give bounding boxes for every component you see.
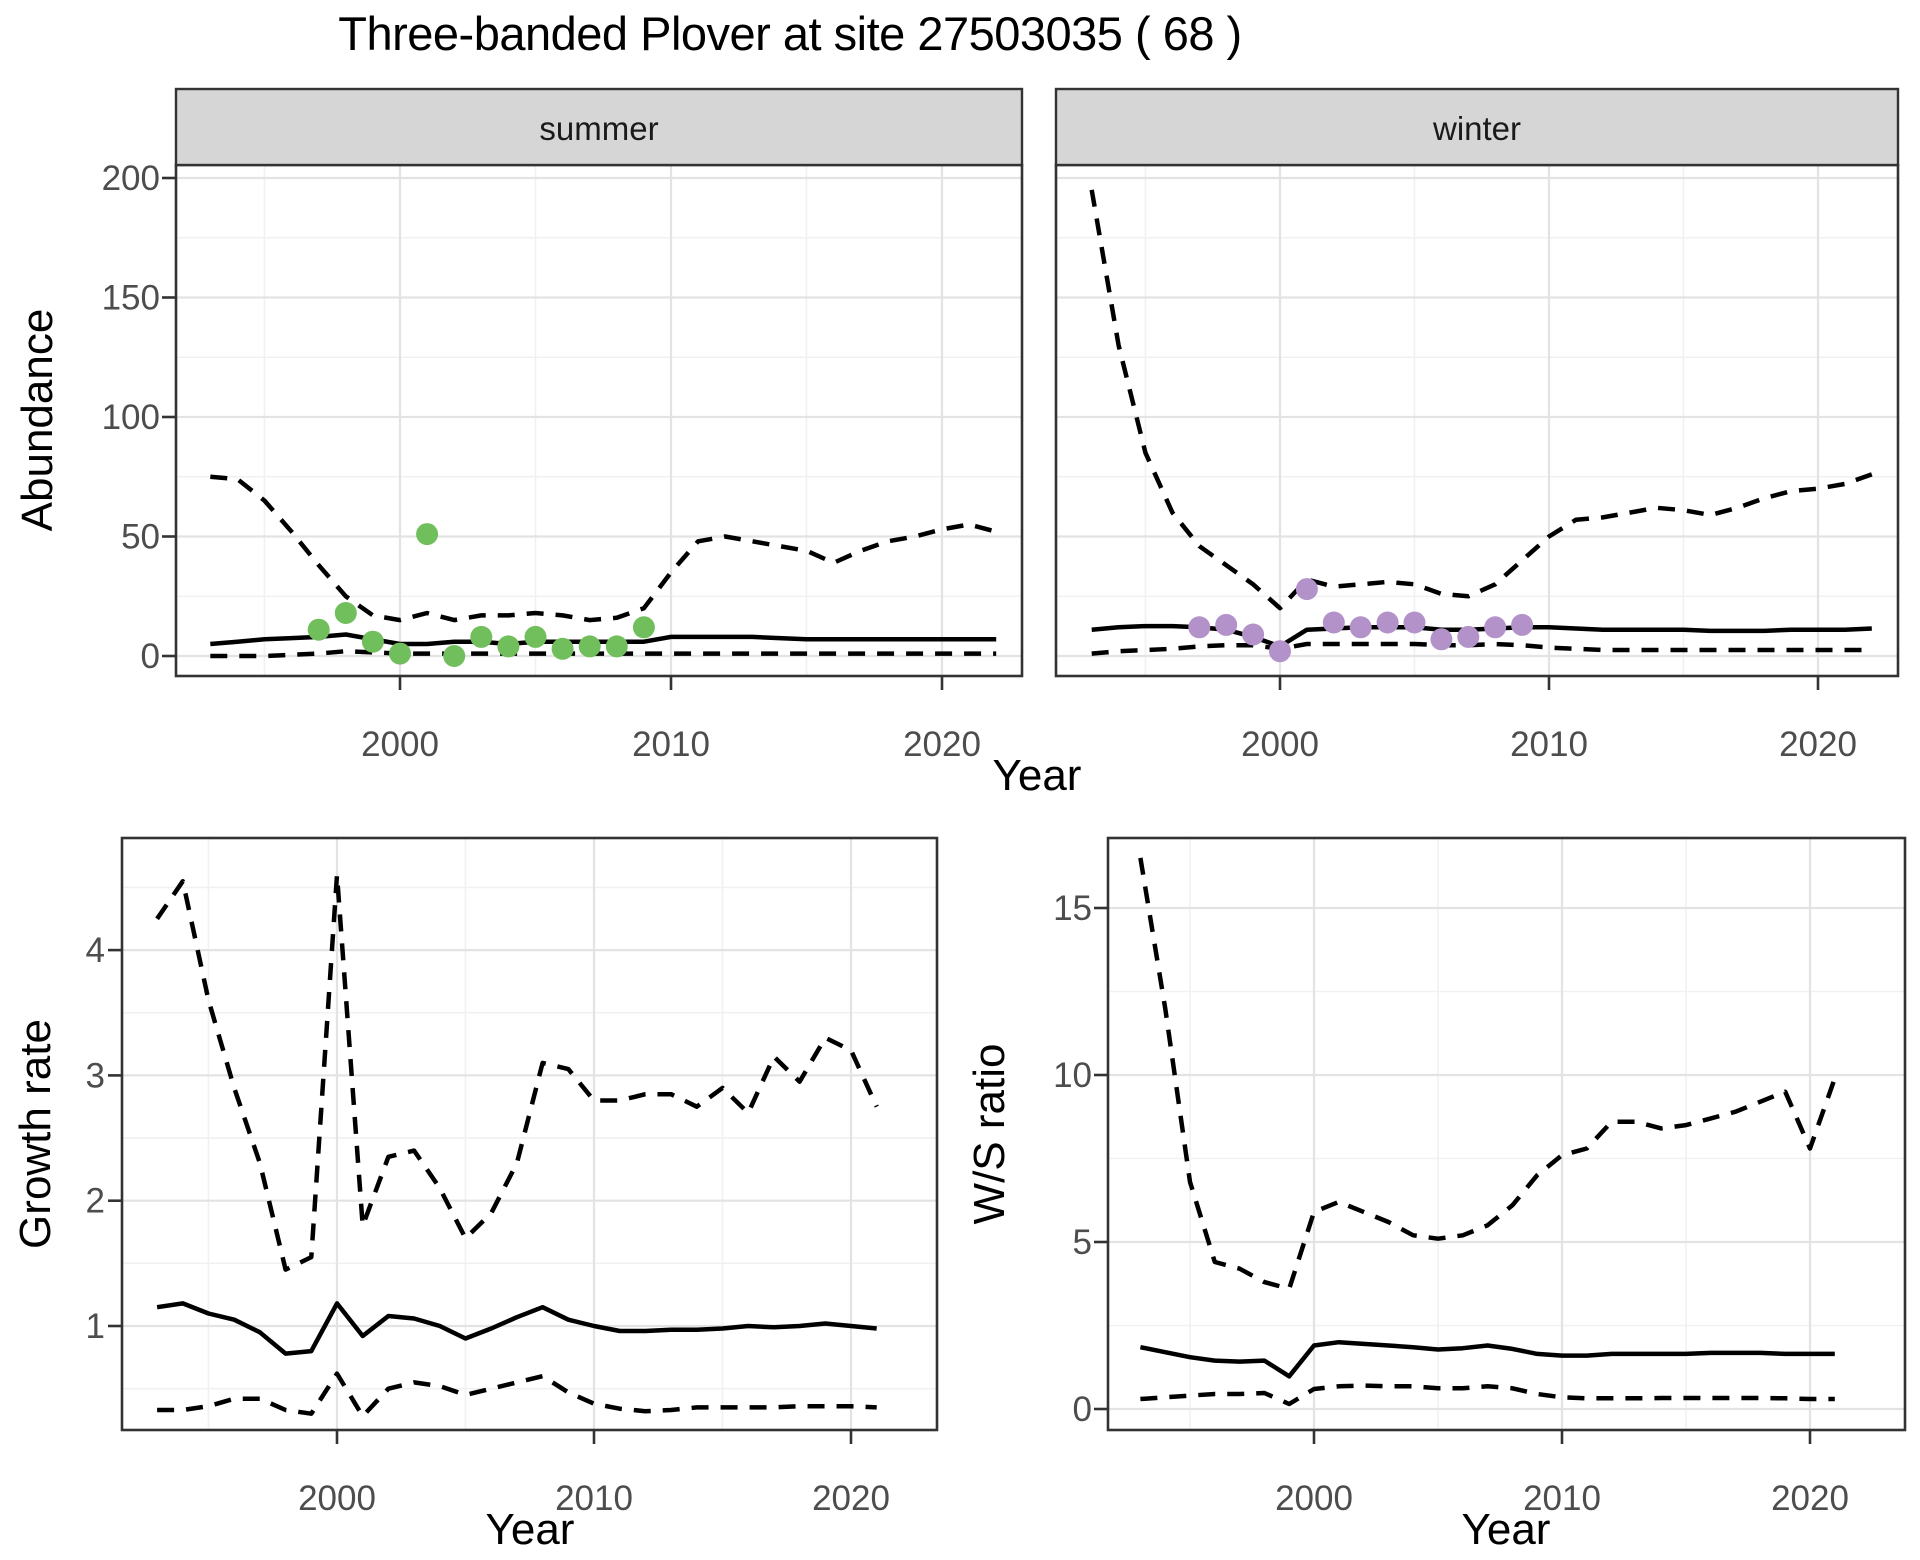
- abundance-summer-observed-point: [389, 642, 411, 665]
- upper-ci-line: [155, 872, 879, 1272]
- ws-xaxis-title: Year: [1462, 1505, 1551, 1554]
- y-tick-label: 3: [86, 1056, 105, 1095]
- lower-ci-line: [157, 1371, 877, 1419]
- y-tick-label: 10: [1053, 1056, 1092, 1095]
- x-tick-label: 2010: [632, 725, 710, 764]
- y-tick-label: 0: [1073, 1390, 1092, 1429]
- abundance-summer-observed-point: [416, 523, 439, 546]
- y-tick-label: 50: [121, 518, 160, 557]
- abundance-summer-facet-strip: [174, 87, 1024, 167]
- x-tick-label: 2000: [1275, 1479, 1353, 1518]
- abundance-winter-observed-point: [1188, 616, 1211, 639]
- series-layer: [155, 189, 1873, 1419]
- abundance-winter-observed-point: [1322, 611, 1345, 634]
- ws-ratio-axis-title: W/S ratio: [965, 1044, 1014, 1225]
- abundance-summer-observed-point: [578, 635, 601, 658]
- y-tick-label: 100: [102, 398, 160, 437]
- abundance-winter-observed-point: [1215, 613, 1238, 636]
- abundance-summer-observed-point: [605, 635, 628, 658]
- abundance-winter-observed-point: [1242, 623, 1265, 646]
- y-tick-label: 15: [1053, 889, 1092, 928]
- x-tick-label: 2000: [298, 1479, 376, 1518]
- abundance-summer-observed-point: [551, 637, 574, 660]
- upper-ci-line: [210, 474, 997, 623]
- abundance-winter-observed-point: [1430, 628, 1453, 651]
- x-tick-label: 2020: [812, 1479, 890, 1518]
- abundance-winter-observed-point: [1484, 616, 1507, 639]
- y-tick-label: 2: [86, 1182, 105, 1221]
- abundance-winter-panel-border: [1054, 163, 1900, 678]
- y-tick-label: 0: [141, 637, 160, 676]
- upper-ci-line: [1138, 857, 1837, 1292]
- panel-frames-layer: [120, 87, 1907, 1432]
- y-tick-label: 150: [102, 279, 160, 318]
- upper-ci-line: [1089, 189, 1873, 611]
- growth-xaxis-title: Year: [486, 1505, 575, 1554]
- x-tick-label: 2000: [361, 725, 439, 764]
- lower-ci-line: [1140, 1383, 1835, 1407]
- abundance-winter-observed-point: [1295, 578, 1318, 601]
- abundance-winter-observed-point: [1457, 625, 1480, 648]
- x-tick-label: 2020: [1779, 725, 1857, 764]
- top-xaxis-title: Year: [993, 751, 1082, 800]
- lower-ci-line: [1091, 641, 1872, 656]
- x-tick-label: 2020: [1771, 1479, 1849, 1518]
- facet-label-summer: summer: [539, 110, 658, 147]
- y-tick-label: 5: [1073, 1223, 1092, 1262]
- abundance-summer-observed-point: [497, 635, 520, 658]
- abundance-summer-observed-point: [443, 645, 466, 667]
- x-tick-label: 2010: [555, 1479, 633, 1518]
- ws-ratio-series: [1138, 857, 1837, 1407]
- growth-rate-series: [155, 872, 879, 1419]
- y-tick-label: 200: [102, 159, 160, 198]
- abundance-winter-observed-point: [1269, 640, 1291, 663]
- median-line: [156, 1301, 877, 1356]
- abundance-winter-observed-point: [1403, 611, 1426, 634]
- ws-ratio-panel-border: [1106, 836, 1907, 1432]
- abundance-summer-observed-point: [524, 625, 547, 648]
- facet-label-winter: winter: [1432, 110, 1521, 147]
- x-tick-label: 2010: [1523, 1479, 1601, 1518]
- gridlines-layer: [122, 165, 1905, 1430]
- y-tick-label: 1: [86, 1307, 105, 1346]
- abundance-summer-observed-point: [470, 625, 493, 648]
- abundance-summer-observed-point: [334, 602, 357, 624]
- page-title: Three-banded Plover at site 27503035 ( 6…: [338, 7, 1242, 60]
- abundance-winter-facet-strip: [1054, 87, 1900, 167]
- median-line: [1139, 1339, 1835, 1379]
- growth-rate-panel-border: [120, 836, 939, 1432]
- abundance-winter-observed-point: [1349, 616, 1372, 639]
- abundance-summer-observed-point: [632, 616, 655, 639]
- abundance-winter-series: [1089, 189, 1873, 663]
- x-tick-label: 2000: [1241, 725, 1319, 764]
- abundance-summer-observed-point: [307, 618, 330, 641]
- abundance-summer-observed-point: [361, 630, 384, 653]
- abundance-summer-series: [210, 474, 997, 667]
- median-line: [210, 632, 997, 647]
- growth-rate-axis-title: Growth rate: [11, 1019, 60, 1249]
- lower-ci-line: [210, 648, 997, 659]
- abundance-summer-panel-border: [174, 163, 1024, 678]
- abundance-winter-observed-point: [1376, 611, 1399, 634]
- abundance-winter-observed-point: [1511, 613, 1534, 636]
- x-tick-label: 2020: [903, 725, 981, 764]
- abundance-axis-title: Abundance: [13, 309, 62, 532]
- x-tick-label: 2010: [1510, 725, 1588, 764]
- y-tick-label: 4: [86, 931, 105, 970]
